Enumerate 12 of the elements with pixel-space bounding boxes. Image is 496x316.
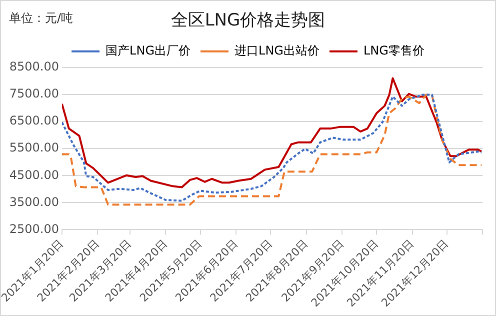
- y-tick-label: 5500.00: [9, 140, 59, 155]
- y-axis-title: 单位：元/吨: [9, 11, 74, 26]
- y-tick-label: 7500.00: [9, 86, 59, 101]
- y-tick-label: 3500.00: [9, 194, 59, 209]
- y-tick-label: 2500.00: [9, 222, 59, 236]
- y-tick-label: 4500.00: [9, 168, 59, 182]
- chart-title: 全区LNG价格走势图: [170, 10, 326, 31]
- legend-label: 进口LNG出站价: [234, 44, 320, 58]
- y-tick-label: 6500.00: [9, 114, 59, 128]
- legend-label: LNG零售价: [363, 44, 424, 58]
- legend-label: 国产LNG出厂价: [106, 44, 191, 58]
- y-tick-label: 8500.00: [9, 60, 59, 74]
